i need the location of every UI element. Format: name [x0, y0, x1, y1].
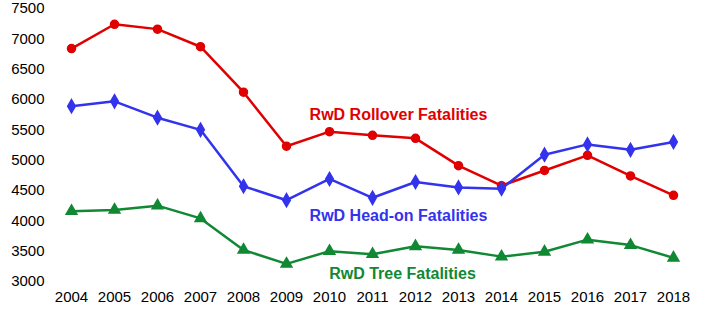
svg-text:2016: 2016	[571, 288, 604, 305]
svg-text:2012: 2012	[399, 288, 432, 305]
svg-text:5000: 5000	[11, 151, 44, 168]
svg-text:RwD Rollover Fatalities: RwD Rollover Fatalities	[310, 106, 488, 123]
svg-text:2007: 2007	[184, 288, 217, 305]
svg-text:2006: 2006	[141, 288, 174, 305]
svg-text:RwD Tree Fatalities: RwD Tree Fatalities	[329, 265, 476, 282]
svg-text:5500: 5500	[11, 121, 44, 138]
svg-text:3000: 3000	[11, 272, 44, 289]
svg-text:4000: 4000	[11, 212, 44, 229]
svg-text:7000: 7000	[11, 30, 44, 47]
svg-text:2011: 2011	[356, 288, 388, 305]
svg-text:2008: 2008	[227, 288, 260, 305]
svg-text:2005: 2005	[98, 288, 131, 305]
svg-text:2017: 2017	[614, 288, 647, 305]
svg-text:2004: 2004	[55, 288, 88, 305]
svg-text:2013: 2013	[442, 288, 475, 305]
svg-text:7500: 7500	[11, 0, 44, 16]
svg-text:2010: 2010	[313, 288, 346, 305]
svg-text:2018: 2018	[657, 288, 690, 305]
svg-text:2015: 2015	[528, 288, 561, 305]
svg-text:6000: 6000	[11, 90, 44, 107]
svg-text:RwD Head-on Fatalities: RwD Head-on Fatalities	[310, 207, 488, 224]
svg-text:6500: 6500	[11, 60, 44, 77]
svg-text:3500: 3500	[11, 242, 44, 259]
svg-text:2009: 2009	[270, 288, 303, 305]
svg-text:2014: 2014	[485, 288, 518, 305]
svg-text:4500: 4500	[11, 181, 44, 198]
